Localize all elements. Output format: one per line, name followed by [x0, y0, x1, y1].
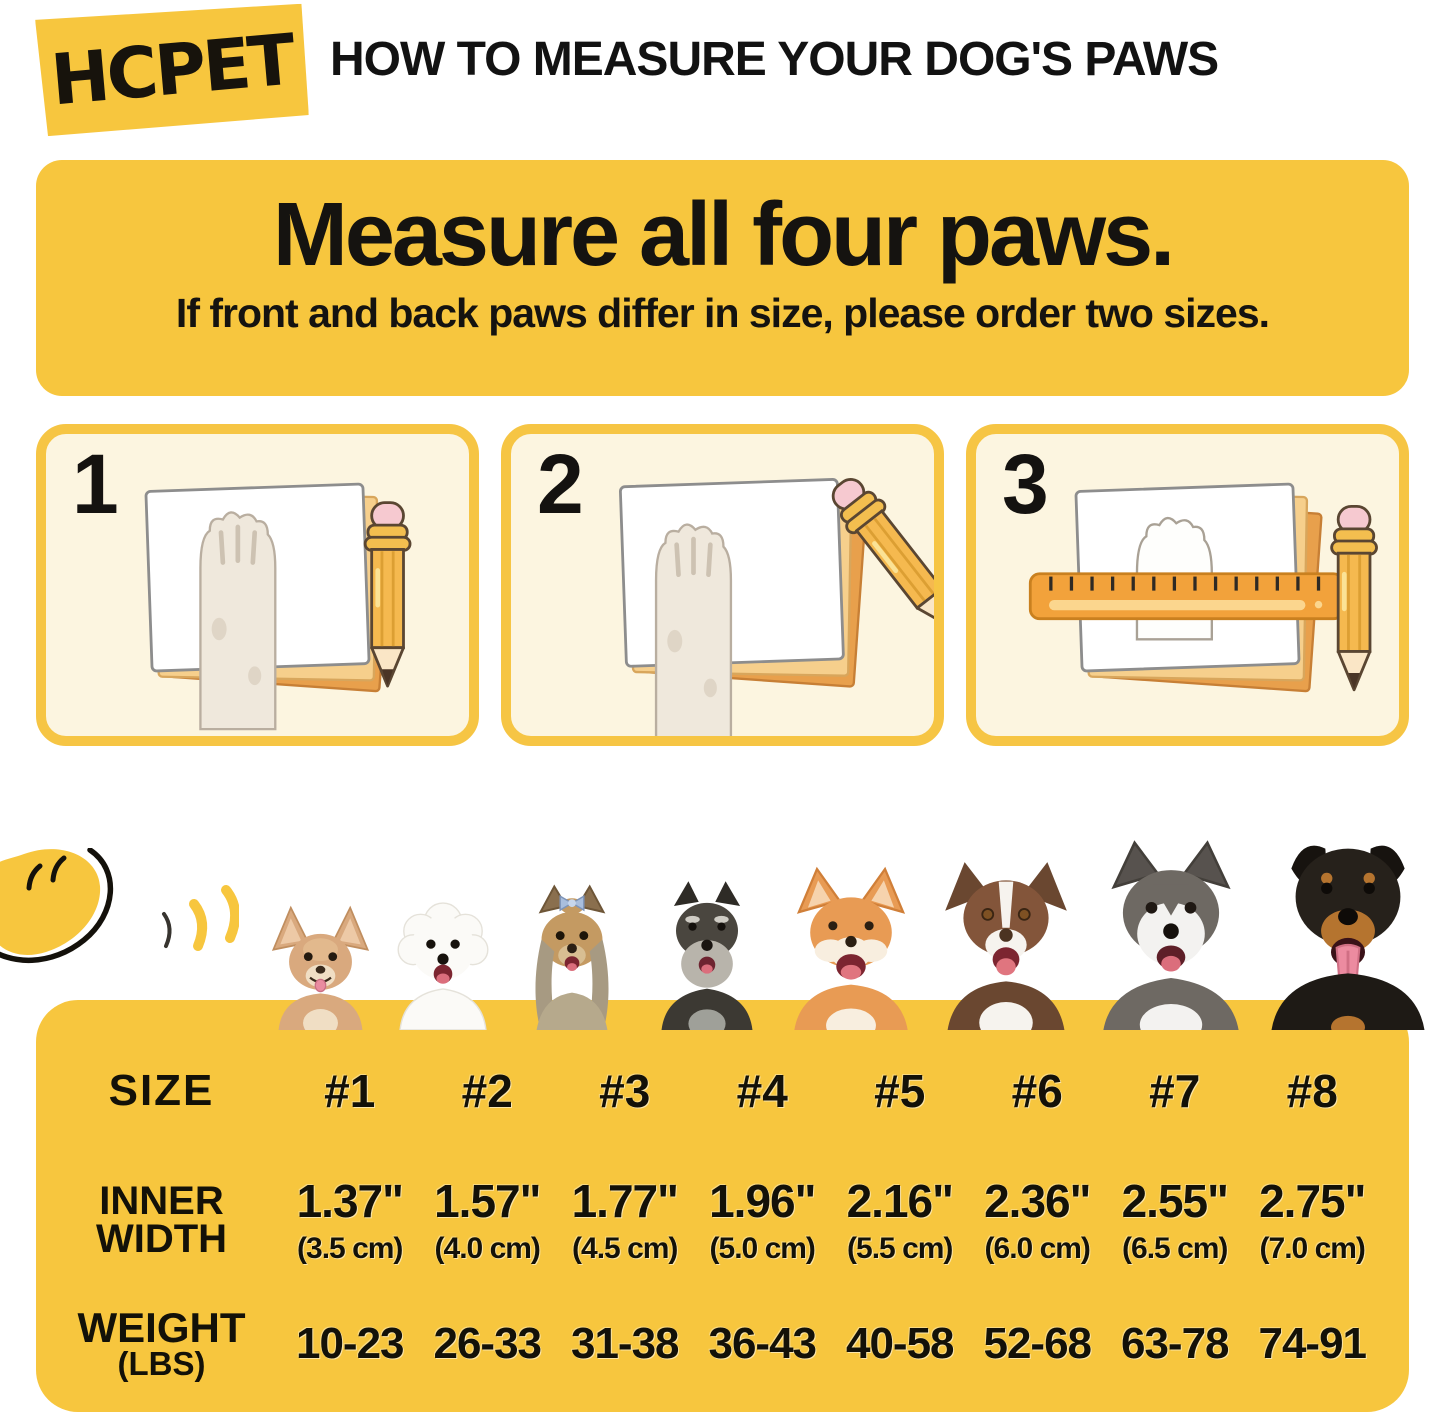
size-cell-8: #8: [1286, 1065, 1338, 1117]
ruler-icon: [1028, 572, 1345, 621]
inner-width-cell-7: 2.55" (6.5 cm): [1121, 1175, 1229, 1265]
step-1-number: 1: [72, 437, 119, 531]
inner-width-cell-2: 1.57" (4.0 cm): [434, 1175, 541, 1265]
weight-cell-7: 63-78: [1120, 1319, 1230, 1368]
inner-width-cell-8: 2.75" (7.0 cm): [1259, 1175, 1366, 1265]
row-label-weight: WEIGHT (LBS): [77, 1304, 246, 1383]
size-cell-2: #2: [461, 1065, 513, 1117]
size-cell-3: #3: [599, 1065, 651, 1117]
weight-cell-4: 36-43: [708, 1319, 817, 1368]
size-cell-5: #5: [874, 1065, 926, 1117]
brand-logo: HCPET: [35, 4, 309, 137]
row-label-size: SIZE: [108, 1066, 215, 1116]
inner-width-cell-5: 2.16" (5.5 cm): [846, 1175, 954, 1265]
weight-cell-5: 40-58: [845, 1319, 955, 1368]
weight-cell-3: 31-38: [570, 1319, 680, 1368]
size-cell-7: #7: [1149, 1065, 1201, 1117]
size-chart-row-weight: WEIGHT (LBS) 10-23 26-33 31-38 36-43 40-…: [56, 1294, 1381, 1394]
step-card-2: 2: [501, 424, 944, 746]
inner-width-cell-1: 1.37" (3.5 cm): [296, 1175, 404, 1265]
dog-photo-chihuahua: [271, 905, 370, 1030]
dog-photo-bichon-frise: [397, 902, 489, 1030]
yellow-swoosh-doodle-icon: [0, 848, 239, 964]
weight-cell-6: 52-68: [983, 1319, 1092, 1368]
size-chart-row-size: SIZE #1 #2 #3 #4 #5 #6 #7 #8: [56, 1036, 1381, 1146]
weight-cell-1: 10-23: [295, 1319, 405, 1368]
weight-cell-8: 74-91: [1258, 1319, 1367, 1368]
ruler-measuring-paw-outline-icon: [1028, 482, 1378, 693]
dog-photo-alaskan-malamute: [1103, 840, 1239, 1030]
step-2-number: 2: [537, 437, 584, 531]
banner-subheadline: If front and back paws differ in size, p…: [175, 290, 1270, 336]
page-title: HOW TO MEASURE YOUR DOG'S PAWS: [330, 33, 1219, 86]
dog-paw-icon: [656, 525, 731, 736]
steps-row: 1 2 3: [36, 424, 1409, 746]
step-3-number: 3: [1002, 437, 1049, 531]
size-chart: SIZE #1 #2 #3 #4 #5 #6 #7 #8 INNER WIDTH…: [36, 1000, 1409, 1412]
row-label-inner-width: INNER WIDTH: [95, 1179, 228, 1261]
pencil-icon: [1330, 504, 1378, 692]
inner-width-cell-3: 1.77" (4.5 cm): [571, 1175, 679, 1265]
size-chart-row-inner-width: INNER WIDTH 1.37" (3.5 cm) 1.57" (4.0 cm…: [56, 1146, 1381, 1294]
dog-photo-yorkshire-terrier: [535, 884, 609, 1030]
dog-paw-icon: [200, 512, 275, 729]
dog-photo-shiba-inu: [794, 866, 908, 1030]
step-card-3: 3: [966, 424, 1409, 746]
inner-width-cell-4: 1.96" (5.0 cm): [709, 1175, 816, 1265]
dog-photo-australian-shepherd: [945, 862, 1067, 1030]
size-cell-6: #6: [1011, 1065, 1063, 1117]
size-cell-4: #4: [736, 1065, 788, 1117]
inner-width-cell-6: 2.36" (6.0 cm): [984, 1175, 1091, 1265]
step-card-1: 1: [36, 424, 479, 746]
banner-headline: Measure all four paws.: [272, 185, 1175, 285]
dog-photo-miniature-schnauzer: [661, 881, 753, 1030]
measure-banner: Measure all four paws. If front and back…: [36, 160, 1409, 396]
weight-cell-2: 26-33: [433, 1319, 542, 1368]
dog-photos-strip: [268, 817, 1433, 1030]
dogs-row: [0, 774, 1445, 1030]
brand-logo-text: HCPET: [47, 18, 297, 122]
size-cell-1: #1: [324, 1065, 376, 1117]
dog-photo-rottweiler: [1271, 845, 1425, 1030]
